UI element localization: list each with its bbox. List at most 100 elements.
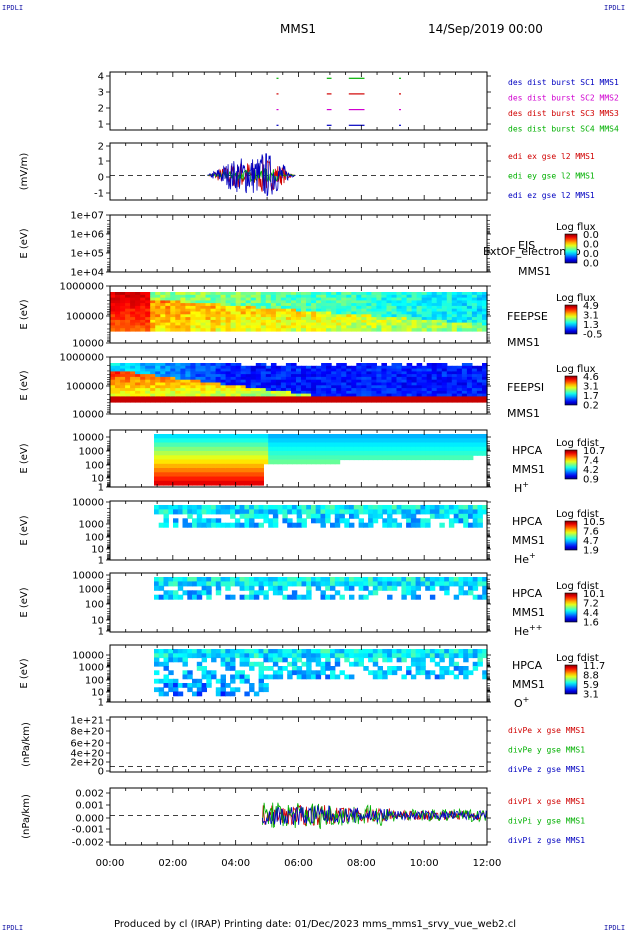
y-tick-label: 100 — [85, 461, 104, 472]
colorbar-value: 4.4 — [583, 608, 599, 619]
y-tick-label: 0.002 — [75, 789, 104, 800]
colorbar-title: Log flux — [556, 222, 596, 233]
y-tick-label: 1e+21 — [70, 716, 104, 727]
side-label: HPCA — [512, 515, 543, 528]
corner-label-bottom-right: IPDLI — [604, 924, 626, 932]
y-tick-label: 1e+06 — [70, 230, 104, 241]
panel-frame — [109, 716, 488, 773]
y-tick-label: 1 — [98, 556, 104, 567]
y-axis-label: E (eV) — [19, 443, 30, 473]
colorbar-value: 7.2 — [583, 599, 599, 610]
y-tick-label: 2 — [98, 104, 104, 115]
corner-label-bottom-left: IPDLI — [2, 924, 24, 932]
colorbar-value: 10.1 — [583, 589, 605, 600]
y-tick-label: 100 — [85, 676, 104, 687]
colorbar-value: 0.0 — [583, 240, 599, 251]
colorbar-title: Log fdist — [556, 438, 599, 449]
y-tick-label: 1 — [98, 698, 104, 709]
colorbar — [564, 375, 578, 406]
y-tick-label: 8e+20 — [70, 727, 104, 738]
y-tick-label: 1 — [98, 120, 104, 131]
y-tick-label: 1000 — [79, 447, 104, 458]
y-tick-label: 100 — [85, 600, 104, 611]
side-label: MMS1 — [512, 606, 545, 619]
heatmap-feepsi — [110, 363, 488, 403]
side-label: HPCA — [512, 444, 543, 457]
species-charge: + — [529, 551, 536, 560]
species-charge: + — [523, 695, 530, 704]
y-axis-label: E (eV) — [19, 299, 30, 329]
species-charge: + — [522, 480, 529, 489]
colorbar-value: 10.7 — [583, 446, 605, 457]
colorbar-value: 1.3 — [583, 320, 599, 331]
y-axis-label: (nPa/km) — [21, 794, 32, 839]
colorbar-title: Log fdist — [556, 509, 599, 520]
colorbar-value: 7.4 — [583, 456, 599, 467]
legend-entry: divPe x gse MMS1 — [508, 726, 585, 735]
y-tick-label: 100 — [85, 533, 104, 544]
colorbar-value: 0.0 — [583, 249, 599, 260]
species-label: O+ — [514, 695, 529, 710]
y-tick-label: 100000 — [66, 312, 104, 323]
y-tick-label: 1000 — [79, 663, 104, 674]
y-tick-label: 6e+20 — [70, 739, 104, 750]
x-tick-label: 04:00 — [221, 858, 250, 869]
colorbar-value: 3.1 — [583, 311, 599, 322]
colorbar-value: 5.9 — [583, 680, 599, 691]
x-tick-label: 08:00 — [347, 858, 376, 869]
colorbar-title: Log flux — [556, 364, 596, 375]
x-tick-label: 00:00 — [96, 858, 125, 869]
legend-entry: des dist burst SC2 MMS2 — [508, 94, 619, 103]
x-tick-label: 10:00 — [410, 858, 439, 869]
side-label: MMS1 — [518, 265, 551, 278]
y-axis-label: (nPa/km) — [21, 722, 32, 767]
y-tick-label: 0 — [98, 173, 104, 184]
y-tick-label: 10000 — [72, 339, 104, 350]
y-tick-label: 1 — [98, 627, 104, 638]
colorbar-value: 0.9 — [583, 475, 599, 486]
colorbar — [564, 520, 578, 551]
y-tick-label: 4 — [98, 72, 104, 83]
y-tick-label: -0.002 — [72, 838, 104, 849]
heatmap-feepse — [110, 292, 488, 332]
y-axis-label: E (eV) — [19, 658, 30, 688]
y-tick-label: 1e+04 — [70, 268, 104, 279]
colorbar-title: Log flux — [556, 293, 596, 304]
y-tick-label: 1 — [98, 157, 104, 168]
colorbar-title: Log fdist — [556, 653, 599, 664]
y-tick-label: 4e+20 — [70, 749, 104, 760]
colorbar-value: 10.5 — [583, 517, 605, 528]
y-tick-label: -0.001 — [72, 825, 104, 836]
y-tick-label: 10000 — [72, 571, 104, 582]
panel-feepsi: 1000000 100000 10000 E (eV) FEEPSI MMS1 Log fl… — [19, 353, 599, 421]
colorbar-value: 8.8 — [583, 671, 599, 682]
y-tick-label: 0 — [98, 767, 104, 778]
side-label: HPCA — [512, 587, 543, 600]
y-tick-label: 2e+20 — [70, 758, 104, 769]
y-tick-label: 1000 — [79, 585, 104, 596]
y-axis-label: E (eV) — [19, 228, 30, 258]
x-tick-label: 02:00 — [158, 858, 187, 869]
y-tick-label: 2 — [98, 142, 104, 153]
colorbar-title: Log fdist — [556, 581, 599, 592]
panel-hpca_hepp: 10000 1000 100 101 E (eV) HPCA MMS1 He++ Log fdi… — [19, 571, 605, 639]
x-tick-label: 06:00 — [284, 858, 313, 869]
legend-entry: divPe y gse MMS1 — [508, 746, 585, 755]
footer-credits: Produced by cl (IRAP) Printing date: 01/… — [114, 919, 516, 930]
species-charge: ++ — [529, 623, 542, 632]
y-tick-label: 10000 — [72, 498, 104, 509]
side-label: FEEPSE — [507, 310, 548, 323]
y-tick-label: -1 — [94, 189, 104, 200]
side-label: MMS1 — [512, 463, 545, 476]
colorbar-value: 3.1 — [583, 690, 599, 701]
side-label: FEEPSI — [507, 381, 544, 394]
y-tick-label: 10 — [91, 545, 104, 556]
corner-label-top-left: IPDLI — [2, 4, 24, 12]
y-tick-label: 1e+05 — [70, 249, 104, 260]
side-label: MMS1 — [507, 407, 540, 420]
panel-feepse: 1000000 100000 10000 E (eV) FEEPSE MMS1 Log fl… — [19, 282, 603, 350]
y-tick-label: 10000 — [72, 410, 104, 421]
